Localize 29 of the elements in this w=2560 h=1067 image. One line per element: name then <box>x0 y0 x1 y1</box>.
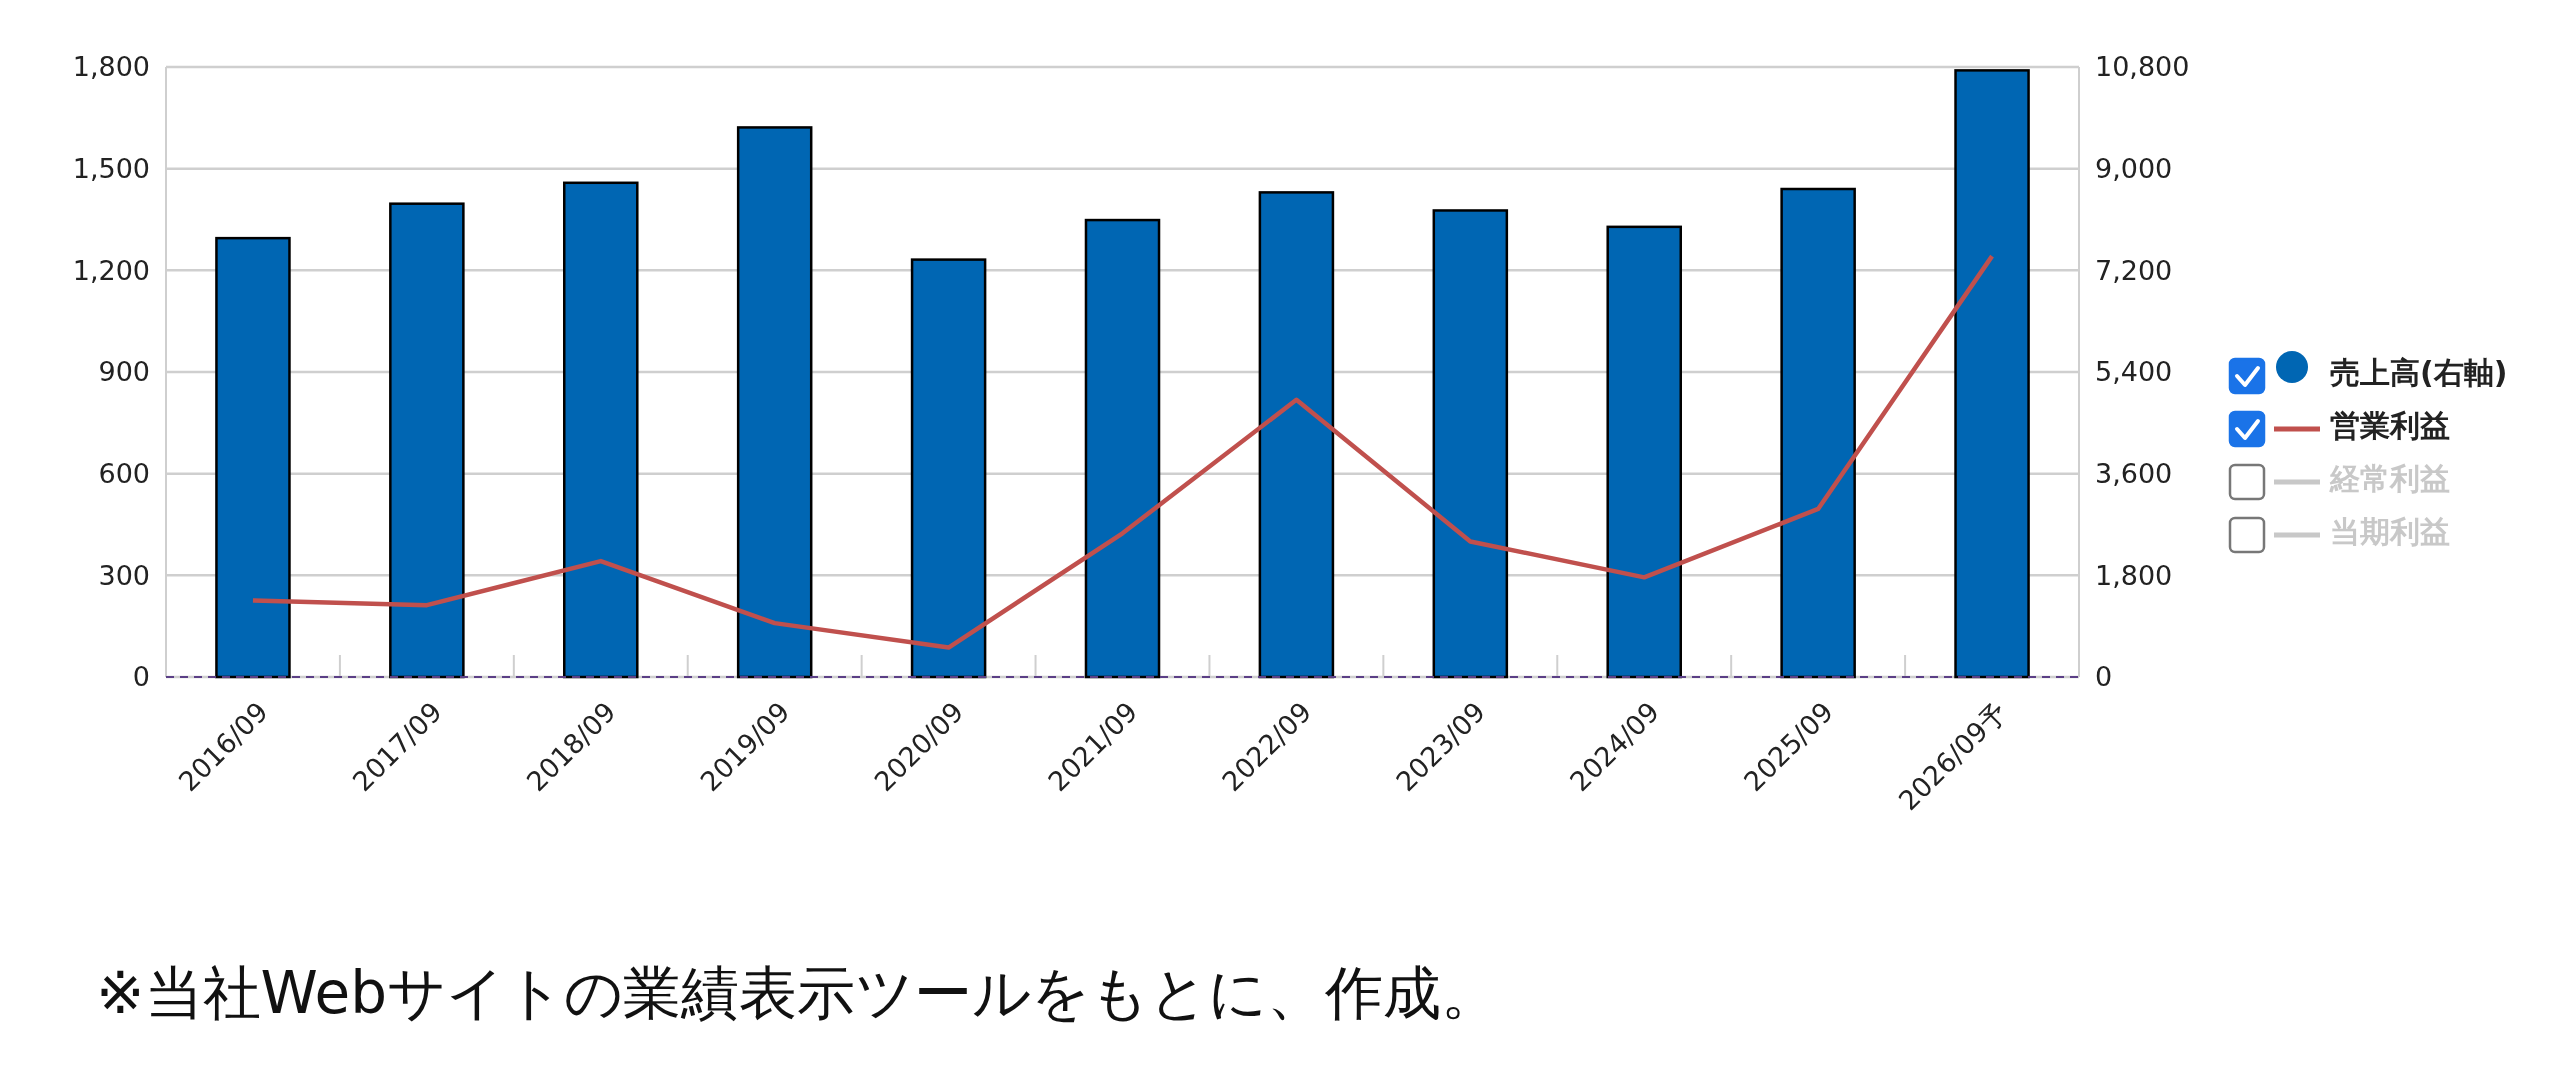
line-series <box>250 253 1995 650</box>
bar <box>1258 191 1335 679</box>
y2-tick-label: 7,200 <box>2095 254 2173 286</box>
y-tick-label: 1,500 <box>72 153 150 185</box>
y-tick-label: 900 <box>98 356 150 388</box>
legend-label: 営業利益 <box>2330 407 2450 443</box>
bar <box>389 202 465 679</box>
y2-tick-label: 10,800 <box>2095 51 2190 83</box>
y2-tick-label: 3,600 <box>2095 458 2173 490</box>
y-tick-label: 0 <box>132 661 150 693</box>
y2-tick-label: 0 <box>2095 661 2113 693</box>
y2-tick-label: 5,400 <box>2095 356 2173 388</box>
bar <box>215 236 291 679</box>
y-tick-label: 300 <box>98 559 150 591</box>
y-tick-label: 1,200 <box>72 254 150 286</box>
bar <box>1780 187 1856 679</box>
y-tick-label: 1,800 <box>72 51 150 83</box>
y2-tick-label: 9,000 <box>2095 153 2173 185</box>
bar <box>1084 218 1161 679</box>
bar <box>1432 209 1509 679</box>
legend-label: 売上高(右軸) <box>2330 354 2508 390</box>
bar <box>1954 69 2030 679</box>
y2-tick-label: 1,800 <box>2095 559 2173 591</box>
bar <box>563 181 639 679</box>
text: ※当社Webサイトの業績表示ツールをもとに、作成。 <box>96 959 1500 1027</box>
bar <box>910 258 987 679</box>
bar <box>736 126 813 679</box>
y-tick-label: 600 <box>98 458 150 490</box>
bar <box>1606 225 1682 679</box>
